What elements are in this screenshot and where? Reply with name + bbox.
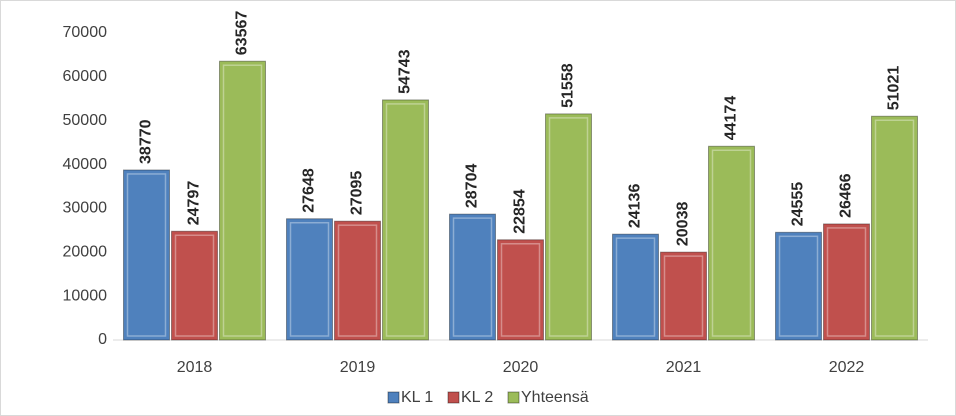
bar xyxy=(612,233,659,341)
bar-bevel xyxy=(500,243,541,337)
bar xyxy=(449,213,496,341)
bar-bevel xyxy=(711,149,752,337)
bar-bevel xyxy=(289,221,330,337)
bar-bevel xyxy=(126,173,167,337)
bar-bevel xyxy=(778,235,819,337)
x-tick-label: 2020 xyxy=(503,359,539,376)
y-tick-label: 60000 xyxy=(63,68,108,85)
x-tick-label: 2022 xyxy=(829,359,865,376)
x-tick-label: 2019 xyxy=(340,359,376,376)
x-tick-label: 2021 xyxy=(666,359,702,376)
bar xyxy=(123,169,170,341)
data-label: 27648 xyxy=(301,168,318,213)
bar-bevel xyxy=(385,103,426,337)
data-label: 24136 xyxy=(627,184,644,229)
bar xyxy=(545,113,592,341)
data-label: 24555 xyxy=(790,182,807,227)
data-label: 51558 xyxy=(560,63,577,108)
bar-bevel xyxy=(874,119,915,337)
bar-bevel xyxy=(663,255,704,337)
bar-bevel xyxy=(826,227,867,337)
y-tick-label: 0 xyxy=(98,331,107,348)
x-tick-label: 2018 xyxy=(177,359,213,376)
data-label: 28704 xyxy=(464,164,481,209)
bar-bevel xyxy=(615,237,656,337)
bar-bevel xyxy=(452,217,493,337)
bar xyxy=(219,60,266,341)
legend-swatch xyxy=(447,391,460,404)
legend-label: KL 2 xyxy=(461,389,493,406)
bar xyxy=(823,223,870,341)
data-label: 44174 xyxy=(723,96,740,141)
bar xyxy=(871,115,918,341)
bar xyxy=(382,99,429,341)
data-label: 27095 xyxy=(349,171,366,216)
bar xyxy=(497,239,544,341)
y-tick-label: 10000 xyxy=(63,287,108,304)
data-label: 54743 xyxy=(397,49,414,94)
data-label: 24797 xyxy=(186,181,203,226)
bar xyxy=(286,218,333,341)
data-label: 51021 xyxy=(886,66,903,111)
y-tick-label: 20000 xyxy=(63,244,108,261)
bar xyxy=(708,145,755,341)
data-label: 38770 xyxy=(138,119,155,164)
bar-bevel xyxy=(174,234,215,337)
bar xyxy=(171,230,218,341)
y-tick-label: 50000 xyxy=(63,112,108,129)
legend-label: Yhteensä xyxy=(521,389,589,406)
legend-swatch xyxy=(387,391,400,404)
data-label: 20038 xyxy=(675,202,692,247)
bar-bevel xyxy=(337,224,378,337)
bar xyxy=(660,251,707,341)
legend-label: KL 1 xyxy=(401,389,433,406)
legend-swatch xyxy=(507,391,520,404)
data-label: 26466 xyxy=(838,173,855,218)
y-tick-label: 40000 xyxy=(63,156,108,173)
y-tick-label: 30000 xyxy=(63,200,108,217)
y-tick-label: 70000 xyxy=(63,24,108,41)
bar xyxy=(334,220,381,341)
bar-bevel xyxy=(222,64,263,337)
bar-bevel xyxy=(548,117,589,337)
bar xyxy=(775,231,822,341)
data-label: 63567 xyxy=(234,11,251,56)
data-label: 22854 xyxy=(512,189,529,234)
